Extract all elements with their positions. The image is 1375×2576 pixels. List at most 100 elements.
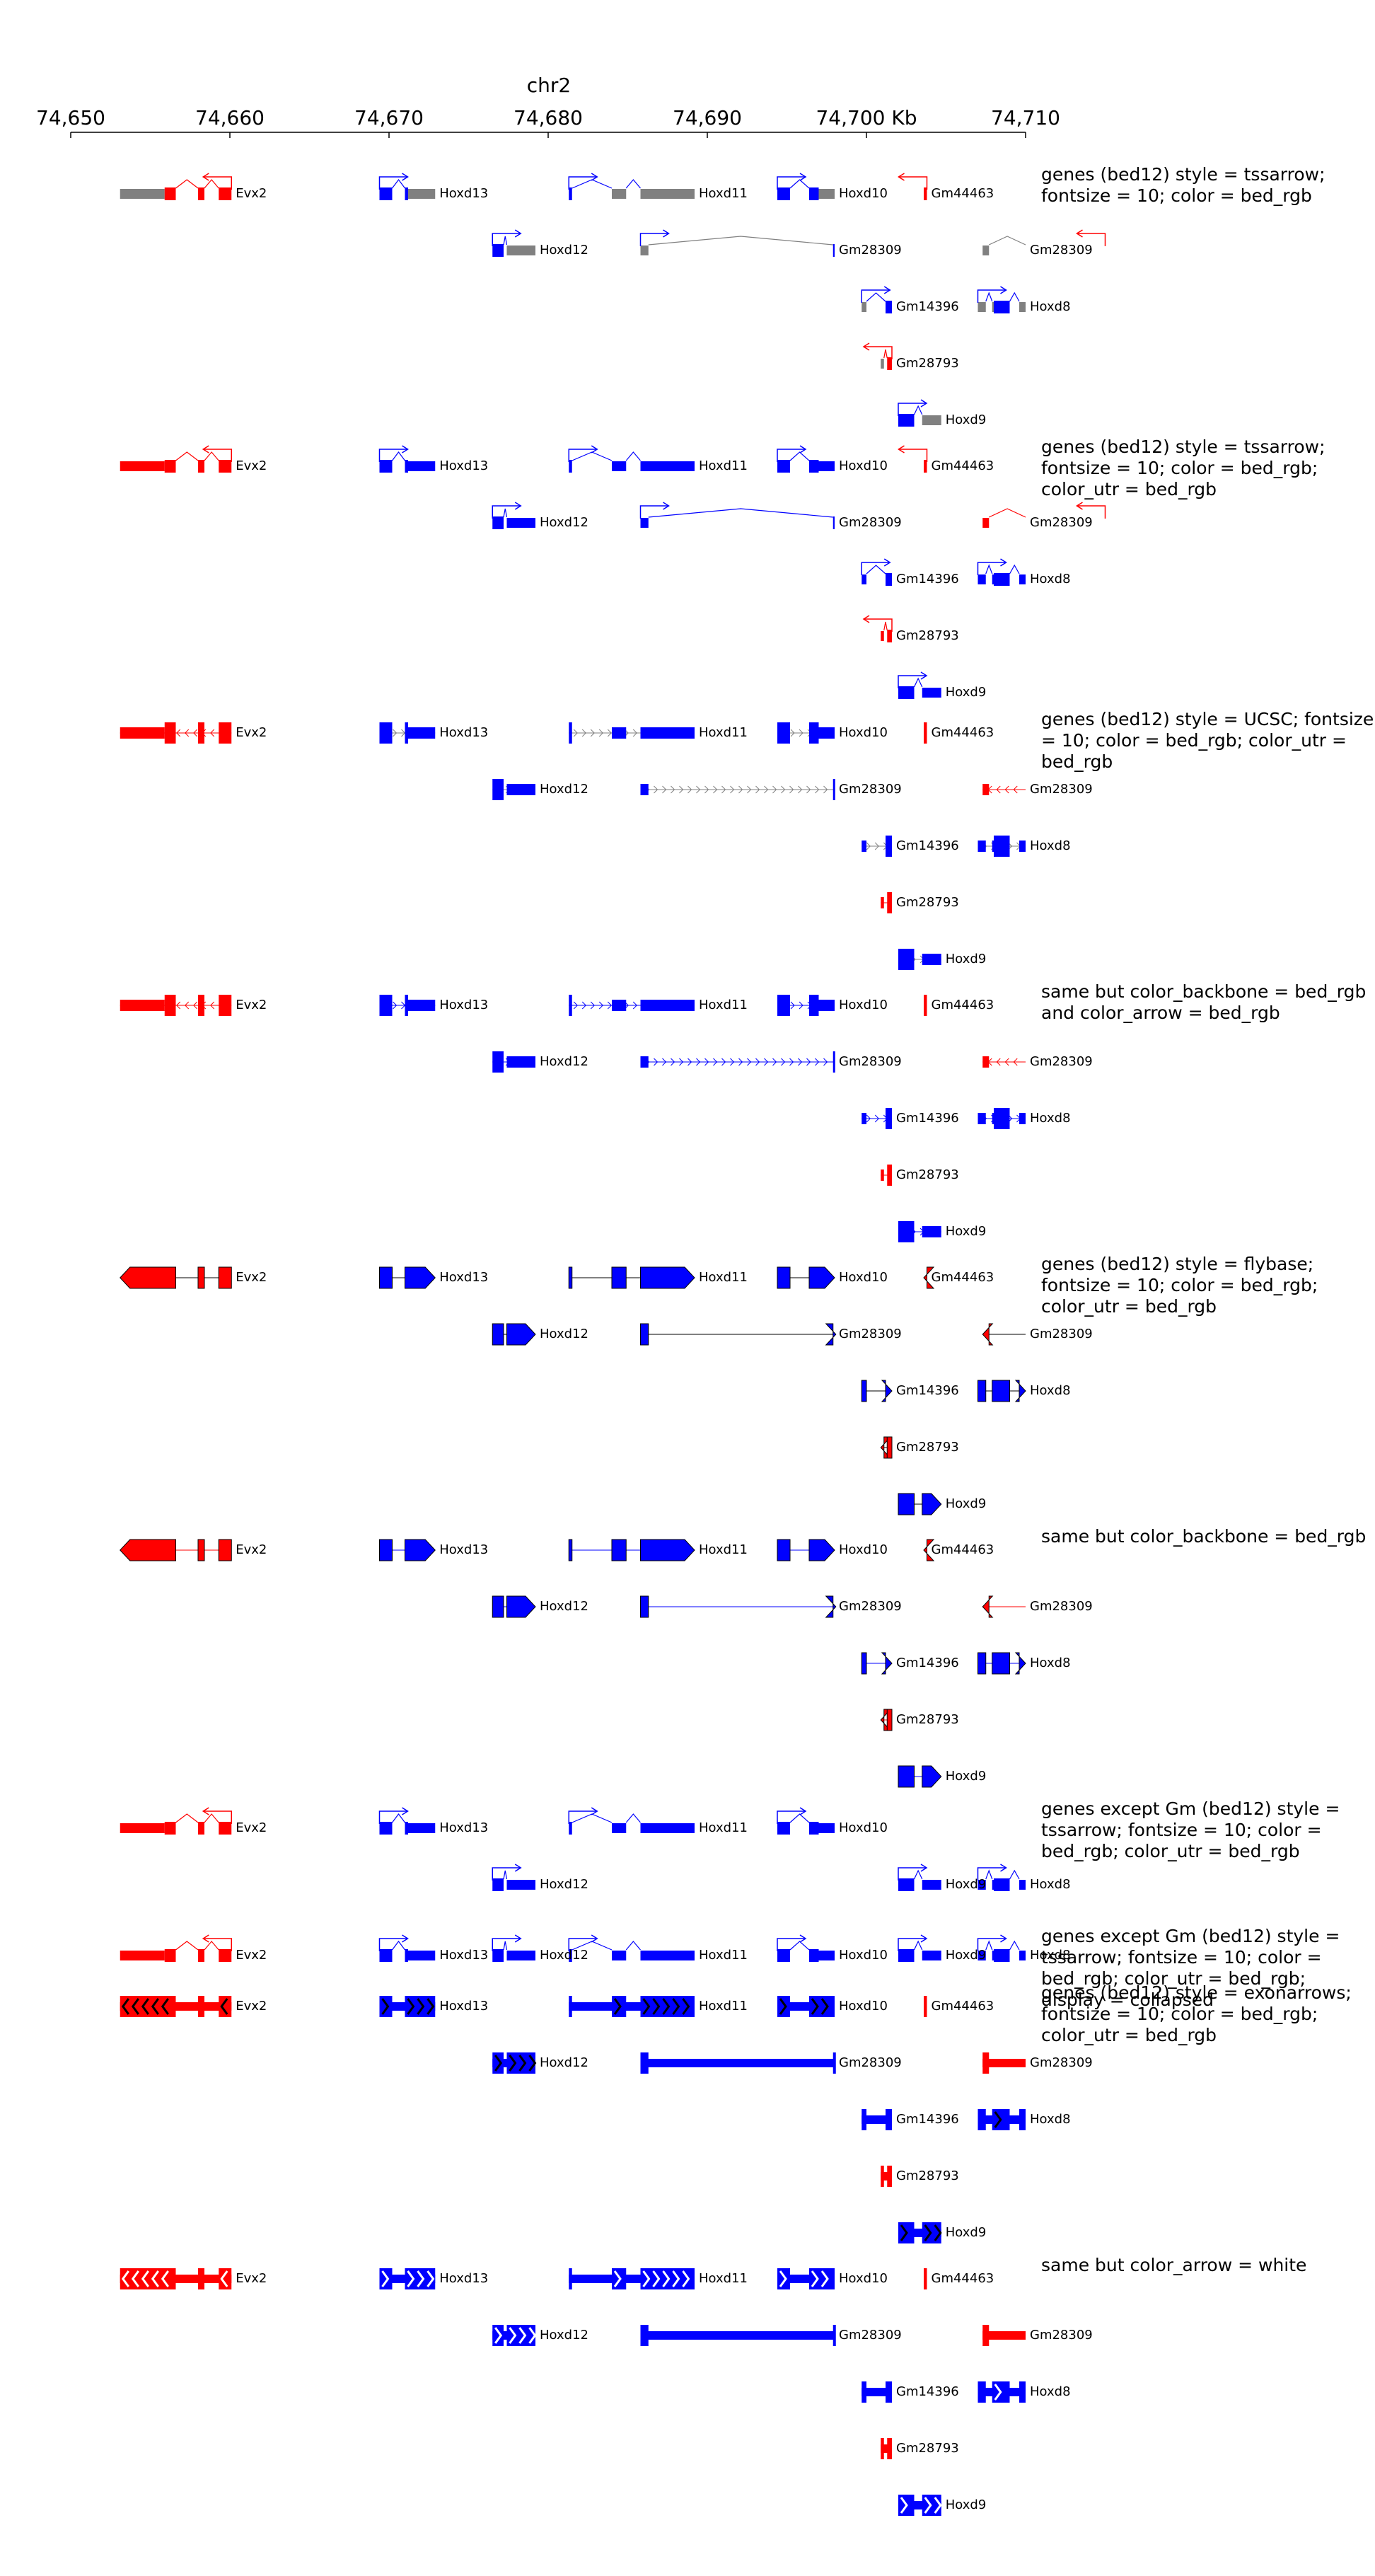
gene-evx2: Evx2 [120, 995, 267, 1016]
gene-evx2: Evx2 [120, 2268, 267, 2289]
strand-chevron [662, 1058, 667, 1066]
exon-block [492, 1595, 504, 1618]
gene-label: Hoxd11 [699, 1820, 748, 1835]
gene-hoxd12: Hoxd12 [492, 1323, 588, 1346]
exon-block [164, 722, 176, 744]
exon-arrow [613, 1998, 622, 2015]
tss-arrow [898, 675, 927, 688]
strand-chevron [738, 785, 743, 794]
exon-arrow [662, 1998, 671, 2015]
exon-block [777, 995, 790, 1016]
strand-chevron [996, 785, 1001, 794]
intron [625, 451, 641, 461]
gene-hoxd9: Hoxd9 [898, 1493, 986, 1515]
gene-hoxd10: Hoxd10 [777, 995, 888, 1016]
gene-label: Gm28309 [1030, 2055, 1093, 2070]
strand-chevron [772, 785, 777, 794]
exon-block [994, 836, 1010, 857]
exon-block [568, 1266, 573, 1289]
gene-label: Hoxd10 [839, 1948, 888, 1963]
gene-label: Hoxd10 [839, 725, 888, 740]
track-label-line: genes (bed12) style = tssarrow; [1041, 437, 1325, 457]
gene-gm28793: Gm28793 [881, 1165, 959, 1186]
tss-arrow [777, 449, 806, 462]
tss-arrowhead [883, 558, 891, 567]
exon-block [492, 779, 504, 800]
exon-block [809, 722, 819, 744]
tss-arrow [1077, 233, 1106, 246]
tss-arrow [977, 289, 1006, 303]
utr-block [506, 1951, 535, 1960]
tss-arrow [203, 176, 232, 190]
exon-arrow [652, 1998, 661, 2015]
exon-block [886, 301, 892, 313]
strand-chevron [607, 1001, 612, 1010]
exon-block [977, 1380, 987, 1402]
gene-label: Gm28309 [839, 515, 902, 530]
gene-label: Hoxd13 [439, 725, 488, 740]
exon-arrow [509, 2327, 517, 2344]
exon-block [898, 949, 915, 970]
tss-arrow [492, 1938, 521, 1951]
exon-arrow [779, 2270, 787, 2287]
intron [988, 236, 1026, 246]
exon-block [994, 1878, 1010, 1891]
exon-arrow [151, 1998, 159, 2015]
track-label-line: genes (bed12) style = UCSC; fontsize [1041, 709, 1374, 729]
gene-label: Hoxd12 [540, 243, 588, 258]
utr-block [408, 727, 436, 739]
gene-hoxd10: Hoxd10 [777, 722, 888, 744]
intron [204, 1813, 219, 1823]
intron [175, 1941, 199, 1951]
exon-arrow [682, 1998, 690, 2015]
gene-hoxd11: Hoxd11 [569, 1996, 748, 2017]
utr-block [861, 302, 866, 312]
utr-block [922, 415, 941, 425]
tss-arrowhead [591, 1807, 598, 1815]
tss-arrow [568, 449, 598, 462]
exon-block [219, 460, 232, 473]
intron [572, 451, 613, 461]
gene-hoxd9: Hoxd9 [898, 399, 986, 427]
gene-label: Hoxd13 [439, 1542, 488, 1557]
track-label-line: color_utr = bed_rgb [1041, 2025, 1217, 2045]
gene-label: Gm28309 [1030, 243, 1093, 258]
gene-label: Gm14396 [896, 1111, 959, 1126]
exon-block [886, 1108, 892, 1129]
gene-gm14396: Gm14396 [861, 836, 959, 857]
gene-label: Hoxd12 [540, 515, 588, 530]
exon-block [379, 1266, 393, 1289]
exon-block [164, 1822, 176, 1835]
gene-label: Hoxd8 [1030, 572, 1071, 587]
exon-block [994, 573, 1010, 586]
coordinate-axis: 74,650 74,660 74,670 74,680 74,690 74,700 Kb 7… [36, 106, 1060, 138]
utr-block [977, 574, 986, 584]
gene-label: Gm14396 [896, 572, 959, 587]
exon-block [640, 2325, 649, 2346]
axis-tick-label: 74,700 Kb [816, 106, 917, 129]
exon-block [994, 301, 1010, 313]
strand-chevron [781, 785, 786, 794]
gene-gm44463: Gm44463 [924, 2268, 994, 2289]
tss-arrowhead [514, 502, 522, 510]
gene-label: Hoxd11 [699, 1999, 748, 2014]
utr-block [982, 784, 990, 795]
gene-hoxd11: Hoxd11 [568, 173, 748, 201]
intron [204, 179, 219, 189]
gene-label: Hoxd13 [439, 1270, 488, 1285]
exon-block [992, 1652, 1010, 1675]
gene-hoxd8: Hoxd8 [977, 1380, 1071, 1402]
tss-arrowhead [591, 173, 598, 181]
gene-gm28793: Gm28793 [862, 615, 959, 643]
tss-arrow [777, 1810, 806, 1824]
gene-hoxd13: Hoxd13 [379, 1266, 488, 1289]
gene-label: Gm28309 [1030, 2328, 1093, 2343]
exon-block [219, 722, 232, 744]
strand-chevron [799, 729, 803, 737]
tss-arrowhead [1000, 1934, 1007, 1943]
exon-arrow [427, 1998, 435, 2015]
strand-chevron [581, 1001, 586, 1010]
strand-chevron [713, 785, 718, 794]
strand-chevron [874, 1114, 879, 1123]
exon-block [492, 2052, 504, 2074]
